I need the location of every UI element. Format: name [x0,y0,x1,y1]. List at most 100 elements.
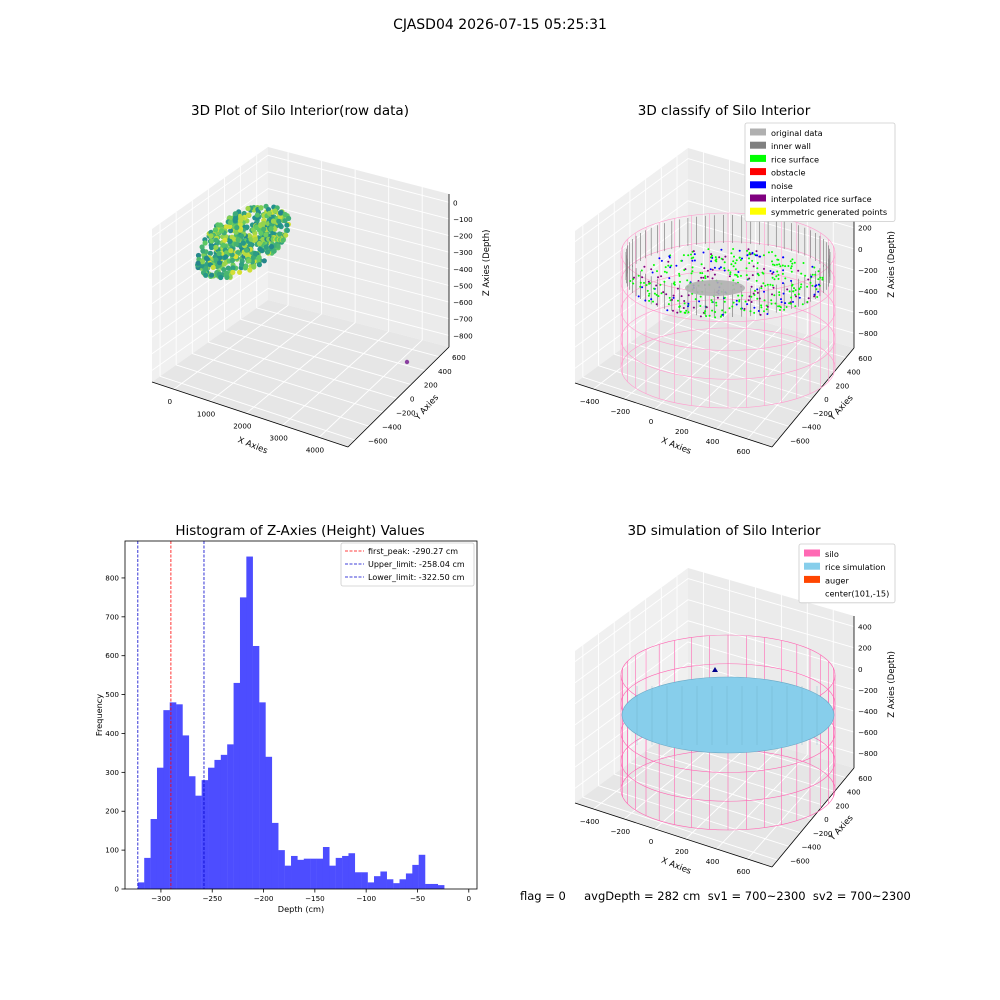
histogram-bar [144,857,151,889]
classified-point [771,251,773,253]
figure-title: CJASD04 2026-07-15 05:25:31 [393,17,607,33]
z-tick-label: −200 [858,686,878,695]
y-tick-label: 600 [858,354,872,363]
histogram-bar [418,854,426,889]
histogram-bar [169,702,177,889]
classified-point [691,266,694,269]
histogram-bar [182,735,190,889]
z-grid [574,599,855,684]
raw-point [220,242,226,248]
classified-point [798,296,801,299]
raw-point [252,236,258,242]
classified-point [811,284,814,287]
classified-point [745,267,748,270]
classified-point [728,307,731,310]
classified-point [778,263,781,266]
classified-point [757,310,760,312]
y-grid-floor [192,353,384,413]
classified-point [678,274,681,277]
classified-point [690,253,692,256]
y-tick-label: 800 [105,573,119,582]
classified-point [732,260,735,263]
raw-point [263,232,269,238]
classified-point [807,278,810,281]
y-tick-label: −200 [396,409,416,418]
z-tick-label: −400 [858,287,878,296]
y-tick-label: 400 [105,729,119,738]
raw-point [217,260,223,266]
z-tick-label: 0 [858,245,863,254]
classified-point [716,296,719,299]
histogram-bar [220,754,228,889]
z-tick-label: 0 [858,665,863,674]
y-grid-floor [256,307,440,358]
classified-point [711,277,714,280]
center-marker [712,667,718,672]
classified-point [766,313,769,315]
raw-point [282,211,288,218]
classified-point [657,295,660,298]
classified-point [672,309,674,312]
classified-point [750,295,753,298]
raw-point [256,262,262,268]
classified-point [753,311,756,314]
classified-point [748,262,751,265]
histogram-bar [367,882,375,889]
x-axis-line [574,802,773,868]
raw-point [230,265,236,271]
plot-raw-3d: 010002000300040006004002000−200−400−6000… [151,147,492,457]
y-tick-label: 200 [836,801,850,810]
raw-point [278,210,284,216]
histogram-bar [297,859,304,889]
classified-point [666,309,669,312]
legend-label: silo [825,549,839,559]
raw-point [227,238,233,244]
inner-wall [625,215,831,317]
plot-classify-3d: −400 −200 0 200 400 600 600 400 200 0 −200 −400 −600… [574,122,897,457]
classified-point [690,257,693,260]
classified-point [699,272,702,274]
raw-point [202,240,208,246]
classified-point [700,276,703,279]
classified-point [748,277,751,280]
classified-point [793,287,795,290]
classified-point [804,274,807,277]
raw-point [210,264,216,270]
raw-point [239,261,245,268]
x-tick-label: 600 [737,867,751,876]
classified-point [669,266,672,269]
classified-point [644,299,647,302]
legend-label: interpolated rice surface [771,194,872,204]
z-tick-label: −800 [453,331,473,340]
axes-box: 010002000300040006004002000−200−400−6000… [151,147,492,457]
classified-point [678,272,681,275]
classified-point [748,257,750,260]
raw-point [227,223,233,230]
classified-point [749,310,752,313]
x-tick-label: −50 [410,894,426,903]
y-tick-label: −200 [813,829,833,838]
classified-point [766,283,769,286]
classified-point [690,272,693,275]
classified-point [763,310,765,313]
classified-point [694,298,697,301]
classified-point [719,266,722,269]
y-axis-label: Frequency [94,694,104,736]
classified-point [705,315,708,318]
histogram-chart: −300 −250 −200 −150 −100 −50 0 0 100 200 300 400 500… [94,540,478,914]
classified-point [741,257,743,260]
y-tick-label: 0 [824,815,829,824]
y-axis-line [347,346,450,448]
x-grid-floor [747,761,834,860]
classified-point [800,272,803,275]
classified-point [691,259,694,262]
axis-lines [574,616,855,868]
z-grid [151,188,450,271]
classified-point [723,269,726,272]
histogram-bar [412,864,419,889]
y-grid-floor [159,375,356,441]
classified-point [735,259,738,262]
classified-point [727,269,730,272]
classified-point [771,276,774,279]
classified-point [698,300,701,303]
